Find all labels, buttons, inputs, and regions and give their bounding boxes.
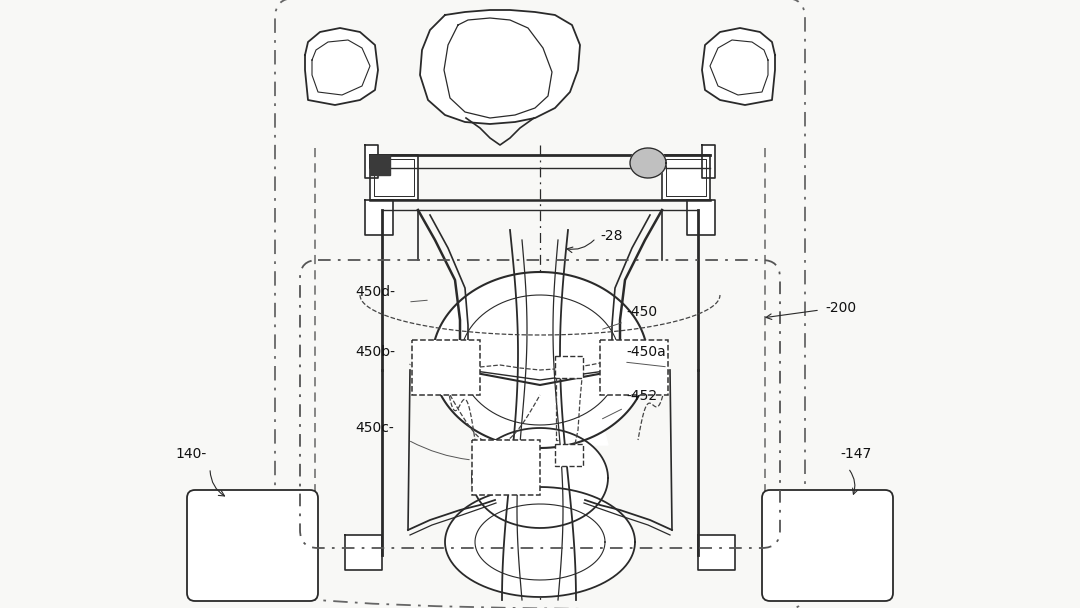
Polygon shape bbox=[345, 535, 382, 570]
Polygon shape bbox=[420, 10, 580, 124]
FancyBboxPatch shape bbox=[187, 490, 318, 601]
Polygon shape bbox=[476, 430, 608, 445]
Text: 450b-: 450b- bbox=[355, 345, 395, 359]
FancyBboxPatch shape bbox=[762, 490, 893, 601]
Polygon shape bbox=[305, 28, 378, 105]
Text: 450c-: 450c- bbox=[355, 421, 394, 435]
Polygon shape bbox=[445, 487, 635, 597]
Bar bbox=[555, 444, 583, 466]
Polygon shape bbox=[472, 428, 608, 528]
Polygon shape bbox=[365, 200, 393, 235]
Bar bbox=[411, 340, 480, 395]
Polygon shape bbox=[698, 535, 735, 570]
Polygon shape bbox=[365, 145, 378, 178]
Polygon shape bbox=[630, 148, 666, 178]
Bar bbox=[370, 155, 390, 175]
Polygon shape bbox=[432, 272, 648, 448]
Text: -452: -452 bbox=[626, 389, 657, 403]
Text: 450d-: 450d- bbox=[355, 285, 395, 299]
Text: 140-: 140- bbox=[175, 447, 206, 461]
Polygon shape bbox=[662, 155, 710, 200]
Text: -200: -200 bbox=[825, 301, 856, 315]
Text: -28: -28 bbox=[600, 229, 622, 243]
Polygon shape bbox=[370, 155, 418, 200]
Text: -450a: -450a bbox=[626, 345, 665, 359]
Polygon shape bbox=[702, 28, 775, 105]
Polygon shape bbox=[702, 145, 715, 178]
Bar bbox=[472, 440, 540, 495]
Text: -450: -450 bbox=[626, 305, 657, 319]
Polygon shape bbox=[687, 200, 715, 235]
Text: -147: -147 bbox=[840, 447, 872, 461]
Bar bbox=[600, 340, 669, 395]
Bar bbox=[555, 356, 583, 378]
